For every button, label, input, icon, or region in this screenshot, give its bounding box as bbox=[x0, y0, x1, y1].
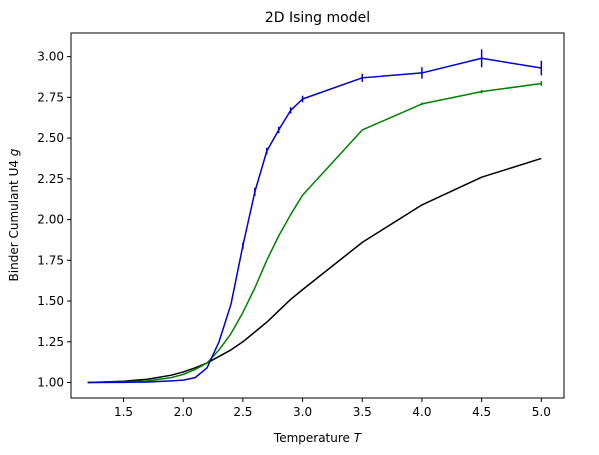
x-tick-label: 5.0 bbox=[532, 405, 551, 419]
x-tick-label: 3.5 bbox=[353, 405, 372, 419]
y-tick-label: 2.25 bbox=[37, 172, 64, 186]
x-tick-label: 4.0 bbox=[412, 405, 431, 419]
series-0-line bbox=[87, 157, 542, 384]
axes-layer: 1.5 2.0 2.5 3.0 3.5 4.0 4.5 5.0 1.00 1.25 1.50 1.75… bbox=[37, 32, 565, 419]
plot-frame bbox=[70, 32, 565, 399]
y-tick-label: 3.00 bbox=[37, 50, 64, 64]
x-tick-label: 3.0 bbox=[293, 405, 312, 419]
chart-title: 2D Ising model bbox=[265, 10, 370, 26]
y-tick-label: 1.00 bbox=[37, 376, 64, 390]
y-axis-label-text: Binder Cumulant U4 bbox=[7, 156, 21, 281]
y-tick-label: 2.00 bbox=[37, 213, 64, 227]
y-axis-label: Binder Cumulant U4 g bbox=[7, 148, 21, 281]
x-tick-label: 1.5 bbox=[114, 405, 133, 419]
y-tick-label: 2.50 bbox=[37, 131, 64, 145]
y-tick-label: 1.25 bbox=[37, 335, 64, 349]
y-tick-label: 2.75 bbox=[37, 90, 64, 104]
x-axis-label-text: Temperature bbox=[273, 431, 354, 445]
y-tick-label: 1.75 bbox=[37, 253, 64, 267]
x-axis-label: Temperature T bbox=[273, 431, 363, 445]
series-layer bbox=[87, 49, 543, 384]
series-1 bbox=[87, 81, 543, 384]
y-tick-label: 1.50 bbox=[37, 294, 64, 308]
series-1-line bbox=[87, 82, 542, 384]
series-2 bbox=[87, 49, 543, 384]
x-tick-label: 2.0 bbox=[174, 405, 193, 419]
series-0 bbox=[87, 157, 542, 384]
x-tick-label: 2.5 bbox=[233, 405, 252, 419]
x-axis-label-variable: T bbox=[354, 431, 363, 445]
y-axis-label-variable: g bbox=[7, 148, 21, 156]
x-tick-label: 4.5 bbox=[472, 405, 491, 419]
